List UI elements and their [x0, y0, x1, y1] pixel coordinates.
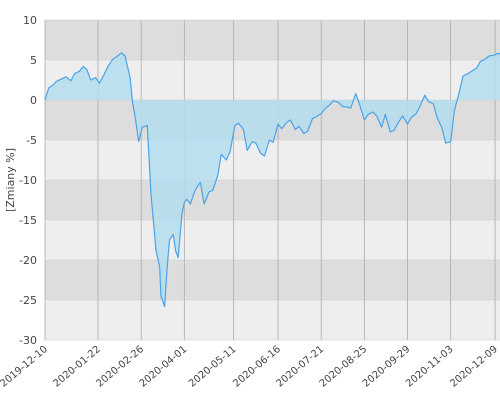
background-band [45, 220, 500, 260]
background-band [45, 260, 500, 300]
y-tick-label: 5 [30, 54, 37, 67]
y-tick-label: -20 [19, 254, 37, 267]
y-tick-label: -25 [19, 294, 37, 307]
x-tick-label: 2020-11-03 [404, 344, 456, 390]
x-tick-labels: 2019-12-10 2020-01-222020-02-262020-04-01… [0, 344, 500, 390]
y-tick-label: -10 [19, 174, 37, 187]
y-tick-label: 0 [30, 94, 37, 107]
series-layer [44, 52, 500, 307]
background-band [45, 180, 500, 220]
background-bands [45, 20, 500, 340]
x-tick-label: 2019-12-10 [0, 344, 50, 390]
x-tick-label: 2020-12-09 [448, 344, 500, 390]
x-tick-label: 2020-05-11 [187, 344, 239, 390]
series-line [44, 52, 500, 307]
background-band [45, 20, 500, 60]
y-tick-label: -30 [19, 334, 37, 347]
x-tick-label: 2020-04-01 [138, 344, 190, 390]
y-axis-label: [Zmiany %] [4, 148, 17, 212]
y-tick-label: -15 [19, 214, 37, 227]
y-tick-label: -5 [26, 134, 37, 147]
y-tick-label: 10 [23, 14, 37, 27]
background-band [45, 300, 500, 340]
y-tick-labels: -30 -25 -20 -15 -10 -5 0 5 10 [19, 14, 37, 347]
background-band [45, 140, 500, 180]
